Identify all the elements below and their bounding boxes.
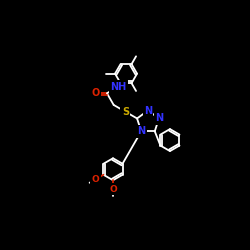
- Text: N: N: [144, 106, 152, 116]
- Text: O: O: [92, 175, 100, 184]
- Text: NH: NH: [110, 82, 127, 92]
- Text: N: N: [137, 126, 145, 136]
- Text: S: S: [122, 107, 129, 117]
- Text: N: N: [155, 114, 163, 124]
- Text: O: O: [91, 88, 100, 98]
- Text: O: O: [109, 185, 117, 194]
